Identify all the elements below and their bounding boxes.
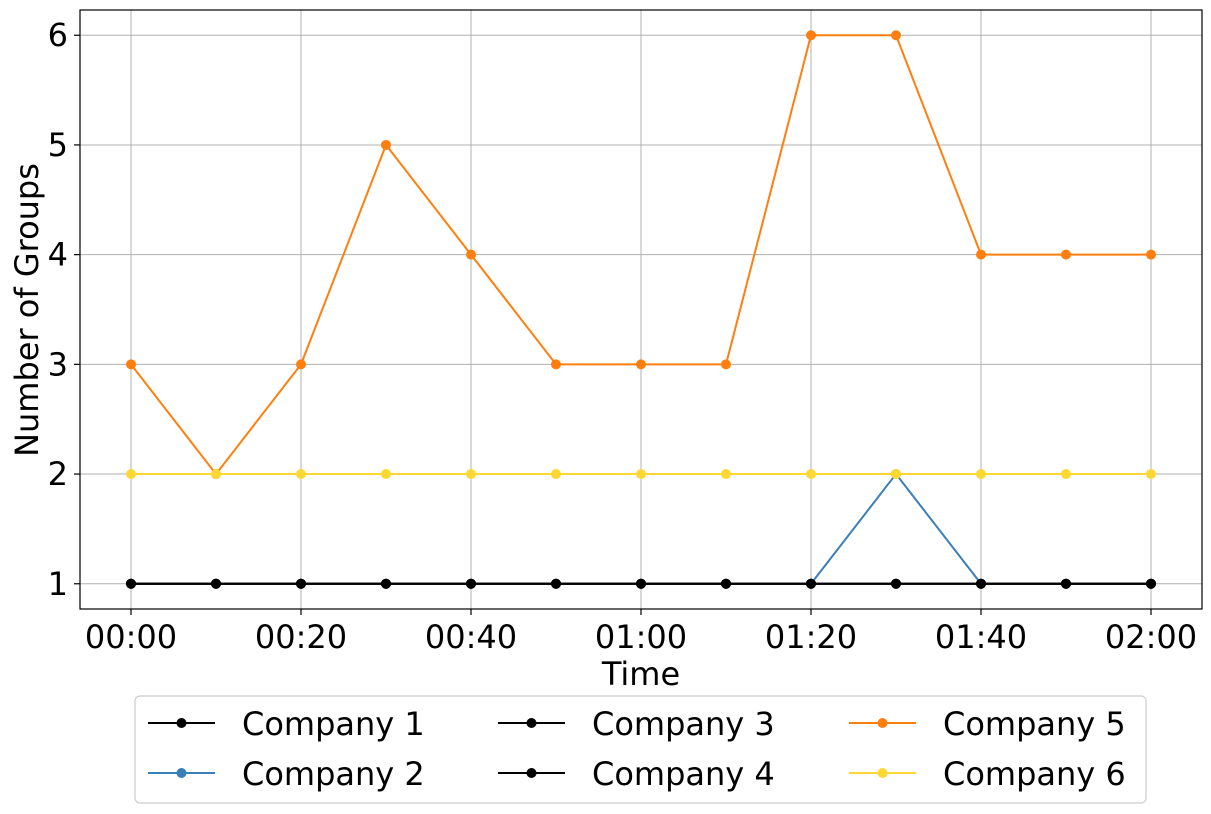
data-point	[976, 249, 986, 260]
y-tick-label: 6	[48, 16, 68, 54]
legend-marker	[176, 768, 187, 778]
data-point	[1061, 578, 1071, 589]
data-point	[381, 139, 391, 150]
data-point	[891, 30, 901, 41]
legend-item: Company 6	[849, 755, 1126, 793]
legend-item: Company 1	[148, 705, 425, 743]
legend-item: Company 3	[498, 705, 775, 743]
data-point	[211, 469, 221, 480]
legend-marker	[877, 768, 888, 778]
data-point	[211, 578, 221, 589]
legend-label: Company 1	[242, 705, 425, 743]
data-point	[126, 359, 136, 370]
data-point	[721, 469, 731, 480]
legend-label: Company 6	[943, 755, 1126, 793]
y-axis-label: Number of Groups	[8, 163, 46, 457]
data-point	[126, 469, 136, 480]
data-point	[636, 578, 646, 589]
gridlines	[80, 10, 1202, 609]
legend-item: Company 4	[498, 755, 775, 793]
legend-marker	[877, 718, 888, 728]
data-point	[1061, 249, 1071, 260]
data-point	[636, 469, 646, 480]
legend-marker	[526, 768, 537, 778]
y-tick-label: 1	[48, 565, 68, 603]
data-point	[1146, 249, 1156, 260]
data-point	[381, 469, 391, 480]
series-layer	[126, 30, 1156, 589]
data-point	[126, 578, 136, 589]
data-point	[1146, 578, 1156, 589]
data-point	[551, 359, 561, 370]
data-point	[296, 578, 306, 589]
data-point	[381, 578, 391, 589]
y-tick-label: 2	[48, 455, 68, 493]
legend: Company 1 Company 2 Company 3 Company 4 Comp…	[134, 695, 1147, 804]
data-point	[636, 359, 646, 370]
y-tick-label: 5	[48, 126, 68, 164]
data-point	[296, 359, 306, 370]
data-point	[806, 469, 816, 480]
x-tick-label: 02:00	[1105, 618, 1197, 656]
x-tick-label: 00:20	[255, 618, 347, 656]
legend-marker	[526, 718, 537, 728]
data-point	[466, 469, 476, 480]
legend-item: Company 5	[849, 705, 1126, 743]
x-tick-label: 01:20	[765, 618, 857, 656]
x-tick-label: 00:40	[425, 618, 517, 656]
data-point	[976, 578, 986, 589]
axis-ticks: 00:00 00:20 00:40 01:00 01:20 01:40 02:00 1 2 3 4 5…	[48, 16, 1197, 656]
data-point	[551, 578, 561, 589]
x-axis-label: Time	[601, 655, 680, 693]
legend-label: Company 4	[592, 755, 775, 793]
y-tick-label: 4	[48, 236, 68, 274]
legend-label: Company 5	[943, 705, 1126, 743]
data-point	[551, 469, 561, 480]
x-tick-label: 01:40	[935, 618, 1027, 656]
data-point	[466, 249, 476, 260]
series-6	[126, 469, 1156, 480]
data-point	[806, 578, 816, 589]
y-tick-label: 3	[48, 345, 68, 383]
legend-item: Company 2	[148, 755, 425, 793]
data-point	[466, 578, 476, 589]
data-point	[806, 30, 816, 41]
data-point	[1146, 469, 1156, 480]
data-point	[1061, 469, 1071, 480]
legend-label: Company 3	[592, 705, 775, 743]
series-4	[126, 578, 1156, 589]
legend-marker	[176, 718, 187, 728]
data-point	[891, 469, 901, 480]
data-point	[721, 578, 731, 589]
data-point	[891, 578, 901, 589]
data-point	[976, 469, 986, 480]
x-tick-label: 01:00	[595, 618, 687, 656]
data-point	[296, 469, 306, 480]
legend-label: Company 2	[242, 755, 425, 793]
data-point	[721, 359, 731, 370]
x-tick-label: 00:00	[85, 618, 177, 656]
